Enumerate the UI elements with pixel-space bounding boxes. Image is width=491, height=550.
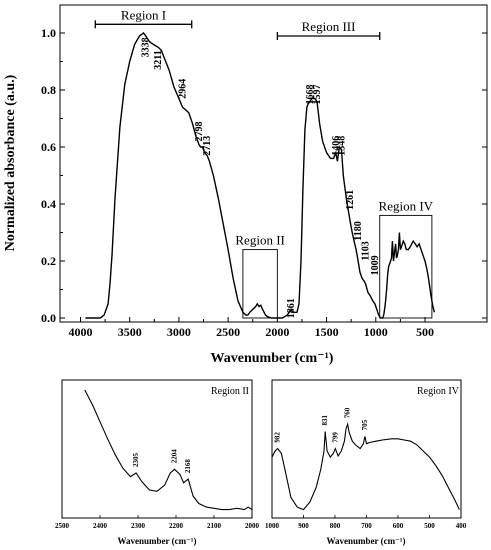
main-x-tick-label: 1000 xyxy=(364,325,388,339)
inset-x-tick-label: 2500 xyxy=(55,522,70,530)
peak-label: 1261 xyxy=(345,190,356,210)
peak-label: 3211 xyxy=(153,50,164,69)
peak-label: 1668 xyxy=(305,85,316,105)
peak-label: 1861 xyxy=(286,298,297,318)
main-x-tick-label: 3000 xyxy=(167,325,191,339)
main-x-tick-label: 3500 xyxy=(118,325,142,339)
inset-peak-label: 982 xyxy=(274,432,282,443)
main-x-tick-label: 2000 xyxy=(265,325,289,339)
region2-x-axis-label: Wavenumber (cm⁻¹) xyxy=(117,536,196,546)
region-label: Region I xyxy=(121,7,166,22)
inset-x-tick-label: 500 xyxy=(424,522,435,530)
main-plot: 4000 3500 3000 2500 2000 1500 1000 500 0.0 0.2 0.4… xyxy=(41,7,487,339)
peak-label: 3338 xyxy=(141,37,152,57)
inset-x-tick-label: 2200 xyxy=(169,522,184,530)
inset-peak-label: 705 xyxy=(361,419,369,430)
region-label: Region II xyxy=(235,233,284,248)
inset-peak-label: 760 xyxy=(344,407,352,418)
inset-x-tick-label: 600 xyxy=(393,522,404,530)
region4-inset-title: Region IV xyxy=(417,386,460,397)
inset-x-tick-label: 400 xyxy=(456,522,467,530)
region-box xyxy=(379,214,433,319)
main-y-tick-label: 0.0 xyxy=(41,311,56,325)
inset-x-tick-label: 2000 xyxy=(245,522,260,530)
main-spectrum-line xyxy=(85,32,436,319)
region2-inset-frame xyxy=(61,379,253,519)
peak-label: 1406 xyxy=(331,136,342,156)
inset-peak-label: 2168 xyxy=(184,459,192,474)
inset-peak-label: 2305 xyxy=(132,453,140,468)
peak-label: 2713 xyxy=(202,136,213,156)
main-y-tick-label: 0.4 xyxy=(41,197,56,211)
region-box xyxy=(242,249,278,319)
inset-x-tick-label: 900 xyxy=(298,522,309,530)
region-label: Region III xyxy=(302,19,356,34)
inset-x-tick-label: 2100 xyxy=(207,522,222,530)
inset-spectrum-line xyxy=(271,422,460,511)
peak-label: 2964 xyxy=(178,79,189,99)
peak-label: 1597 xyxy=(312,85,323,105)
region-label: Region IV xyxy=(379,198,434,213)
main-y-tick-label: 1.0 xyxy=(41,26,56,40)
inset-peak-label: 799 xyxy=(331,432,339,443)
main-x-tick-label: 2500 xyxy=(216,325,240,339)
inset-peak-label: 831 xyxy=(321,415,329,426)
main-y-tick-label: 0.6 xyxy=(41,140,56,154)
inset-spectrum-line xyxy=(84,389,253,511)
inset-x-tick-label: 800 xyxy=(330,522,341,530)
peak-label: 2798 xyxy=(194,122,205,142)
inset-peak-label: 2204 xyxy=(171,449,179,464)
main-x-tick-label: 1500 xyxy=(315,325,339,339)
peak-label: 1180 xyxy=(353,221,364,240)
main-y-tick-label: 0.2 xyxy=(41,254,56,268)
peak-label: 1348 xyxy=(337,136,348,156)
region4-inset-frame xyxy=(271,379,462,519)
inset-x-tick-label: 2400 xyxy=(93,522,108,530)
main-x-axis-label: Wavenumber (cm⁻¹) xyxy=(211,351,334,366)
peak-label: 1009 xyxy=(370,255,381,275)
inset-x-tick-label: 700 xyxy=(361,522,372,530)
inset-x-tick-label: 2300 xyxy=(131,522,146,530)
main-x-tick-label: 500 xyxy=(416,325,434,339)
main-y-tick-label: 0.8 xyxy=(41,83,56,97)
inset-x-tick-label: 1000 xyxy=(265,522,280,530)
main-plot-frame xyxy=(59,4,488,323)
region2-inset: 2500 2400 2300 2200 2100 2000 2305 2204 2168 xyxy=(55,389,260,530)
region4-x-axis-label: Wavenumber (cm⁻¹) xyxy=(326,536,405,546)
main-x-tick-label: 4000 xyxy=(69,325,93,339)
peak-label: 1103 xyxy=(361,241,372,260)
main-y-axis-label: Normalized absorbance (a.u.) xyxy=(3,74,18,251)
region2-inset-title: Region II xyxy=(211,386,249,397)
